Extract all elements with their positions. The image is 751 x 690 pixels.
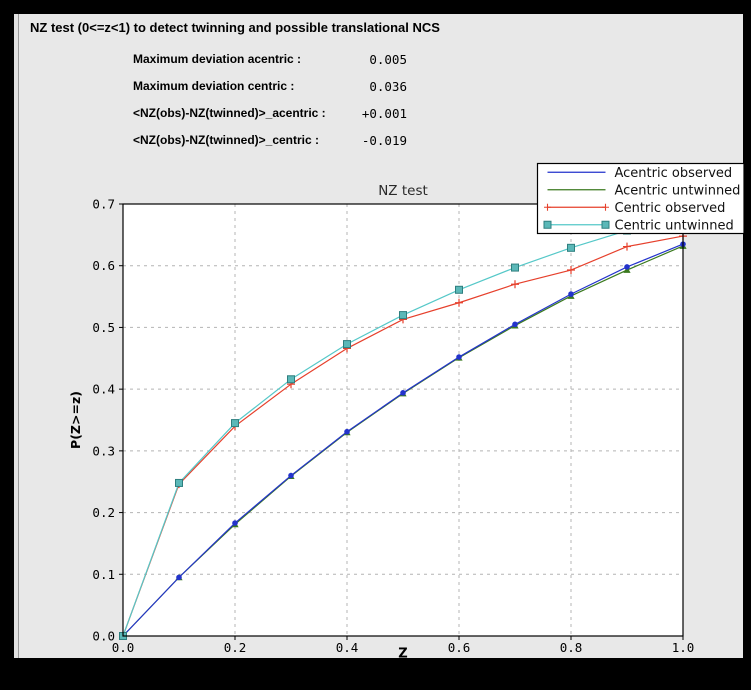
stat-row: Maximum deviation acentric : 0.005 (133, 52, 407, 68)
data-point-square (231, 419, 239, 428)
data-point-dot (568, 291, 574, 297)
data-point-dot (624, 264, 630, 270)
y-tick-label: 0.7 (92, 197, 115, 212)
legend-label: Acentric observed (615, 166, 733, 181)
y-tick-label: 0.5 (92, 320, 115, 335)
x-tick-label: 0.4 (336, 640, 359, 655)
y-tick-label: 0.3 (92, 443, 115, 458)
stat-label: Maximum deviation acentric : (133, 52, 302, 66)
x-axis-label: Z (398, 647, 407, 662)
y-axis-label: P(Z>=z) (68, 391, 83, 449)
y-tick-label: 0.4 (92, 382, 115, 397)
panel-left-divider (14, 14, 19, 658)
stat-label: <NZ(obs)-NZ(twinned)>_centric : (133, 133, 320, 147)
data-point-plus (455, 298, 463, 307)
data-point-dot (176, 574, 182, 581)
y-tick-label: 0.1 (92, 567, 115, 582)
data-point-plus (511, 280, 519, 289)
stat-value: +0.001 (361, 106, 407, 121)
data-point-dot (456, 354, 462, 360)
legend-plus-marker (544, 203, 551, 211)
data-point-plus (567, 266, 575, 275)
stats-block: Maximum deviation acentric : 0.005 Maxim… (133, 52, 407, 160)
stat-value: 0.036 (369, 79, 407, 94)
data-point-dot (288, 472, 294, 479)
data-point-square (175, 478, 183, 487)
legend-plus-marker (602, 203, 609, 211)
y-tick-label: 0.0 (92, 629, 115, 644)
data-point-square (399, 311, 407, 320)
data-point-square (455, 285, 463, 294)
chart-plot-area (123, 204, 683, 636)
data-point-square (511, 263, 519, 272)
x-tick-label: 1.0 (672, 640, 695, 655)
x-tick-label: 0.0 (112, 640, 135, 655)
data-point-dot (232, 520, 238, 526)
stat-row: Maximum deviation centric : 0.036 (133, 79, 407, 95)
chart-title: NZ test (378, 183, 428, 199)
chart-border (122, 203, 684, 637)
legend-label: Centric untwinned (615, 218, 734, 233)
x-tick-label: 0.8 (560, 640, 583, 655)
y-tick-label: 0.2 (92, 505, 115, 520)
legend-label: Centric observed (615, 201, 726, 216)
data-point-dot (512, 321, 518, 328)
stat-row: <NZ(obs)-NZ(twinned)>_acentric : +0.001 (133, 106, 407, 122)
data-point-dot (344, 428, 350, 435)
stat-label: Maximum deviation centric : (133, 79, 295, 93)
x-tick-label: 0.2 (224, 640, 247, 655)
data-point-square (343, 340, 351, 349)
legend-square-marker (543, 220, 552, 229)
y-tick-label: 0.6 (92, 258, 115, 273)
data-point-plus (623, 242, 631, 251)
stat-row: <NZ(obs)-NZ(twinned)>_centric : -0.019 (133, 133, 407, 149)
x-tick-label: 0.6 (448, 640, 471, 655)
data-point-dot (400, 390, 406, 396)
stat-value: -0.019 (361, 133, 407, 148)
data-point-square (567, 243, 575, 252)
legend-label: Acentric untwinned (615, 183, 741, 198)
data-point-square (287, 375, 295, 384)
page-title: NZ test (0<=z<1) to detect twinning and … (30, 20, 440, 35)
chart-legend (536, 162, 745, 235)
legend-square-marker (601, 220, 610, 229)
stat-value: 0.005 (369, 52, 407, 67)
stat-label: <NZ(obs)-NZ(twinned)>_acentric : (133, 106, 326, 120)
